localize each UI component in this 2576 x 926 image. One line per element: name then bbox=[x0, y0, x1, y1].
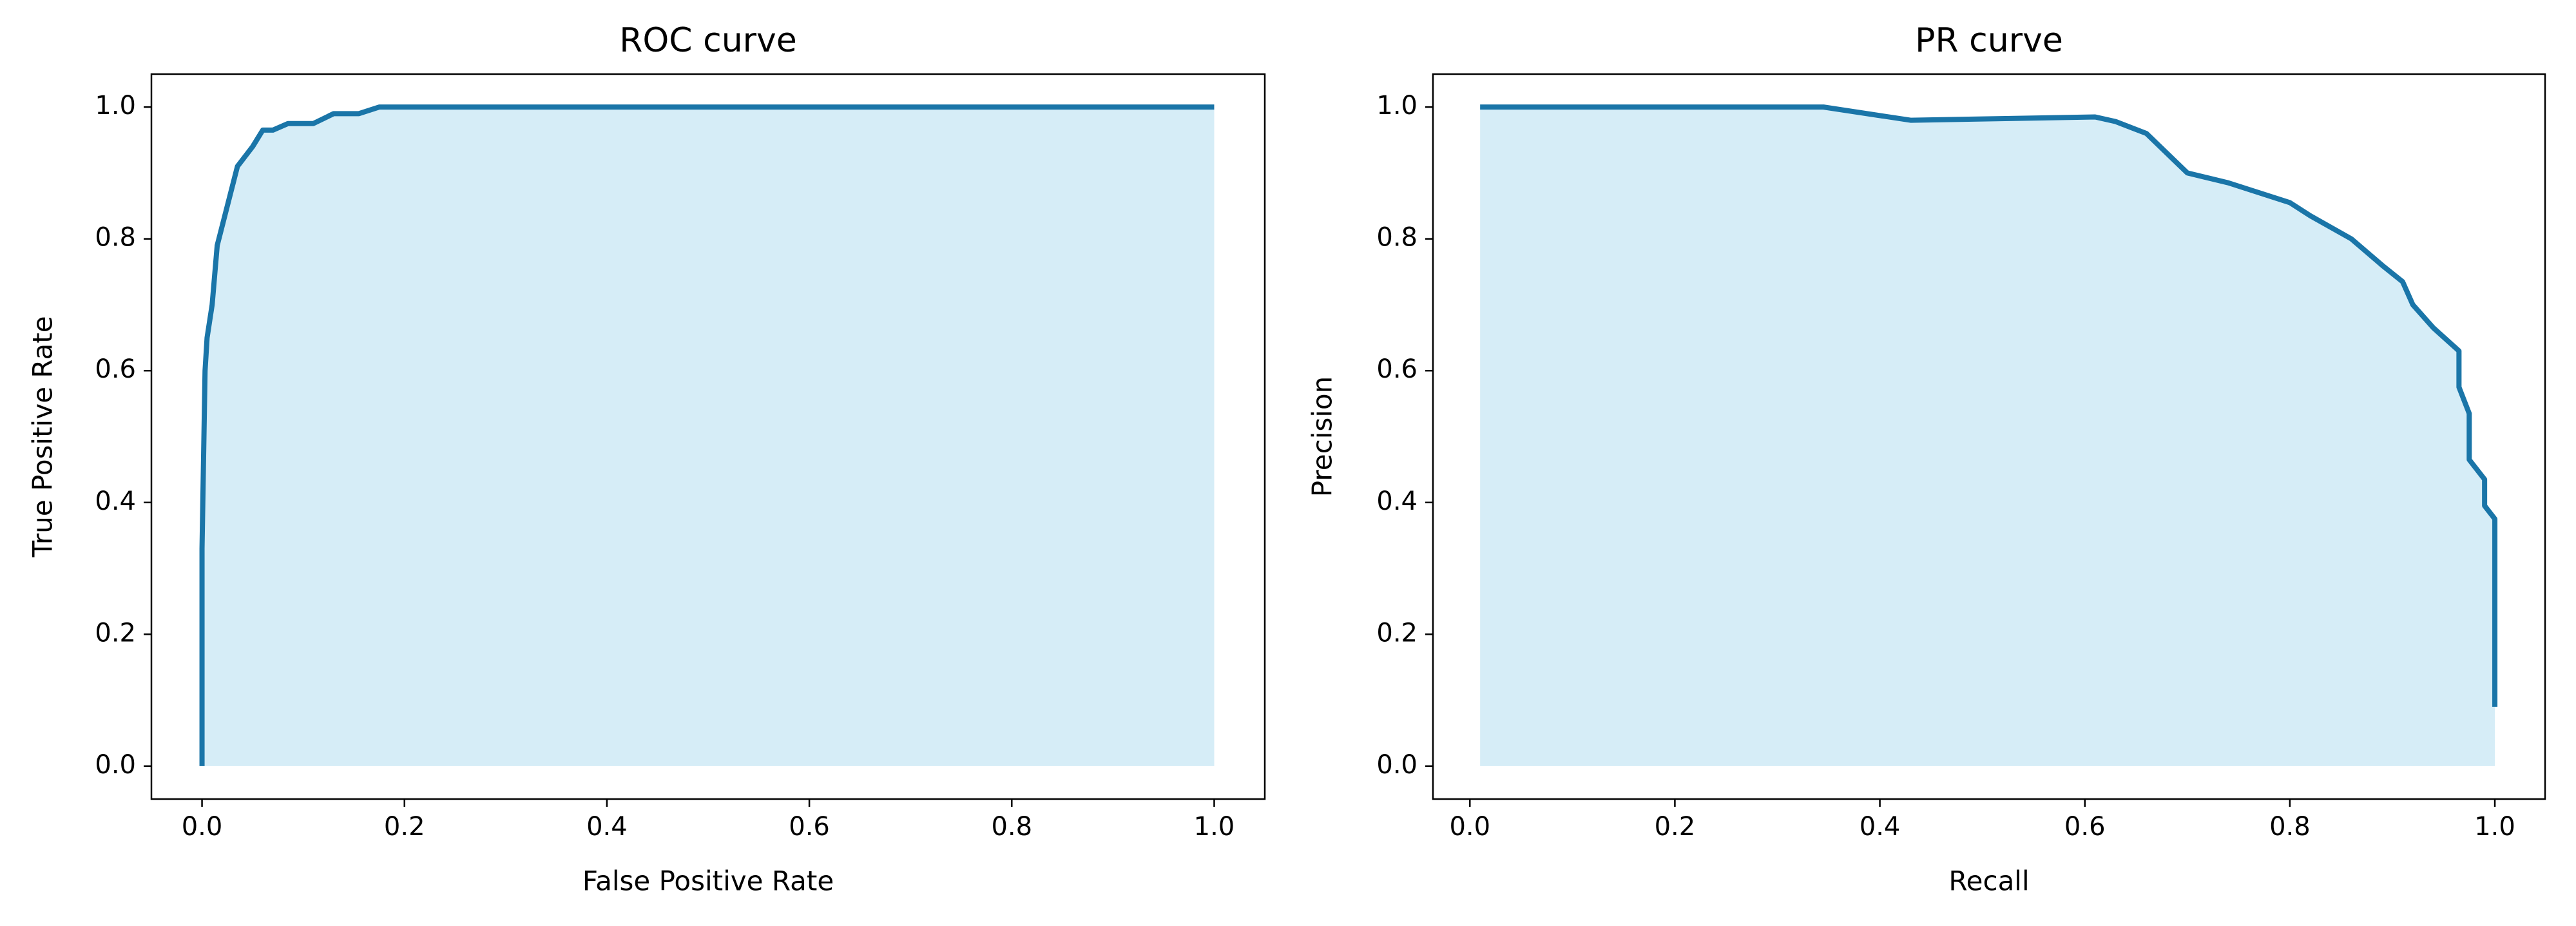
chart-title: PR curve bbox=[1915, 21, 2063, 60]
x-tick-label: 0.4 bbox=[1860, 812, 1901, 842]
x-tick-label: 0.6 bbox=[789, 812, 830, 842]
y-tick-label: 0.4 bbox=[95, 487, 136, 516]
y-tick-label: 1.0 bbox=[95, 91, 136, 121]
y-axis-label: Precision bbox=[1307, 376, 1338, 497]
x-tick-label: 0.2 bbox=[1655, 812, 1696, 842]
x-tick-label: 0.2 bbox=[384, 812, 425, 842]
y-tick-label: 1.0 bbox=[1376, 91, 1418, 121]
y-tick-label: 0.6 bbox=[1376, 354, 1418, 384]
x-tick-label: 0.4 bbox=[586, 812, 628, 842]
chart-title: ROC curve bbox=[619, 21, 797, 60]
x-tick-label: 0.0 bbox=[1449, 812, 1490, 842]
x-tick-label: 0.6 bbox=[2064, 812, 2106, 842]
y-tick-label: 0.2 bbox=[1376, 618, 1418, 648]
curve-line bbox=[199, 104, 1215, 766]
area-fill bbox=[202, 107, 1215, 766]
y-tick-label: 0.0 bbox=[95, 750, 136, 780]
axes-frame bbox=[150, 73, 1266, 800]
x-tick-label: 0.8 bbox=[2269, 812, 2311, 842]
x-tick-label: 1.0 bbox=[1194, 812, 1235, 842]
x-axis-label: False Positive Rate bbox=[582, 865, 834, 897]
axes-frame bbox=[1432, 73, 2546, 800]
curve-line bbox=[1480, 104, 2498, 707]
x-axis-label: Recall bbox=[1948, 865, 2029, 897]
y-axis-label: True Positive Rate bbox=[27, 316, 59, 557]
x-tick-label: 1.0 bbox=[2474, 812, 2515, 842]
y-tick-label: 0.8 bbox=[95, 223, 136, 253]
y-tick-label: 0.6 bbox=[95, 354, 136, 384]
area-fill bbox=[1480, 107, 2495, 766]
x-tick-label: 0.8 bbox=[991, 812, 1032, 842]
x-tick-label: 0.0 bbox=[182, 812, 223, 842]
y-tick-label: 0.0 bbox=[1376, 750, 1418, 780]
y-tick-label: 0.4 bbox=[1376, 487, 1418, 516]
y-tick-label: 0.8 bbox=[1376, 223, 1418, 253]
y-tick-label: 0.2 bbox=[95, 618, 136, 648]
